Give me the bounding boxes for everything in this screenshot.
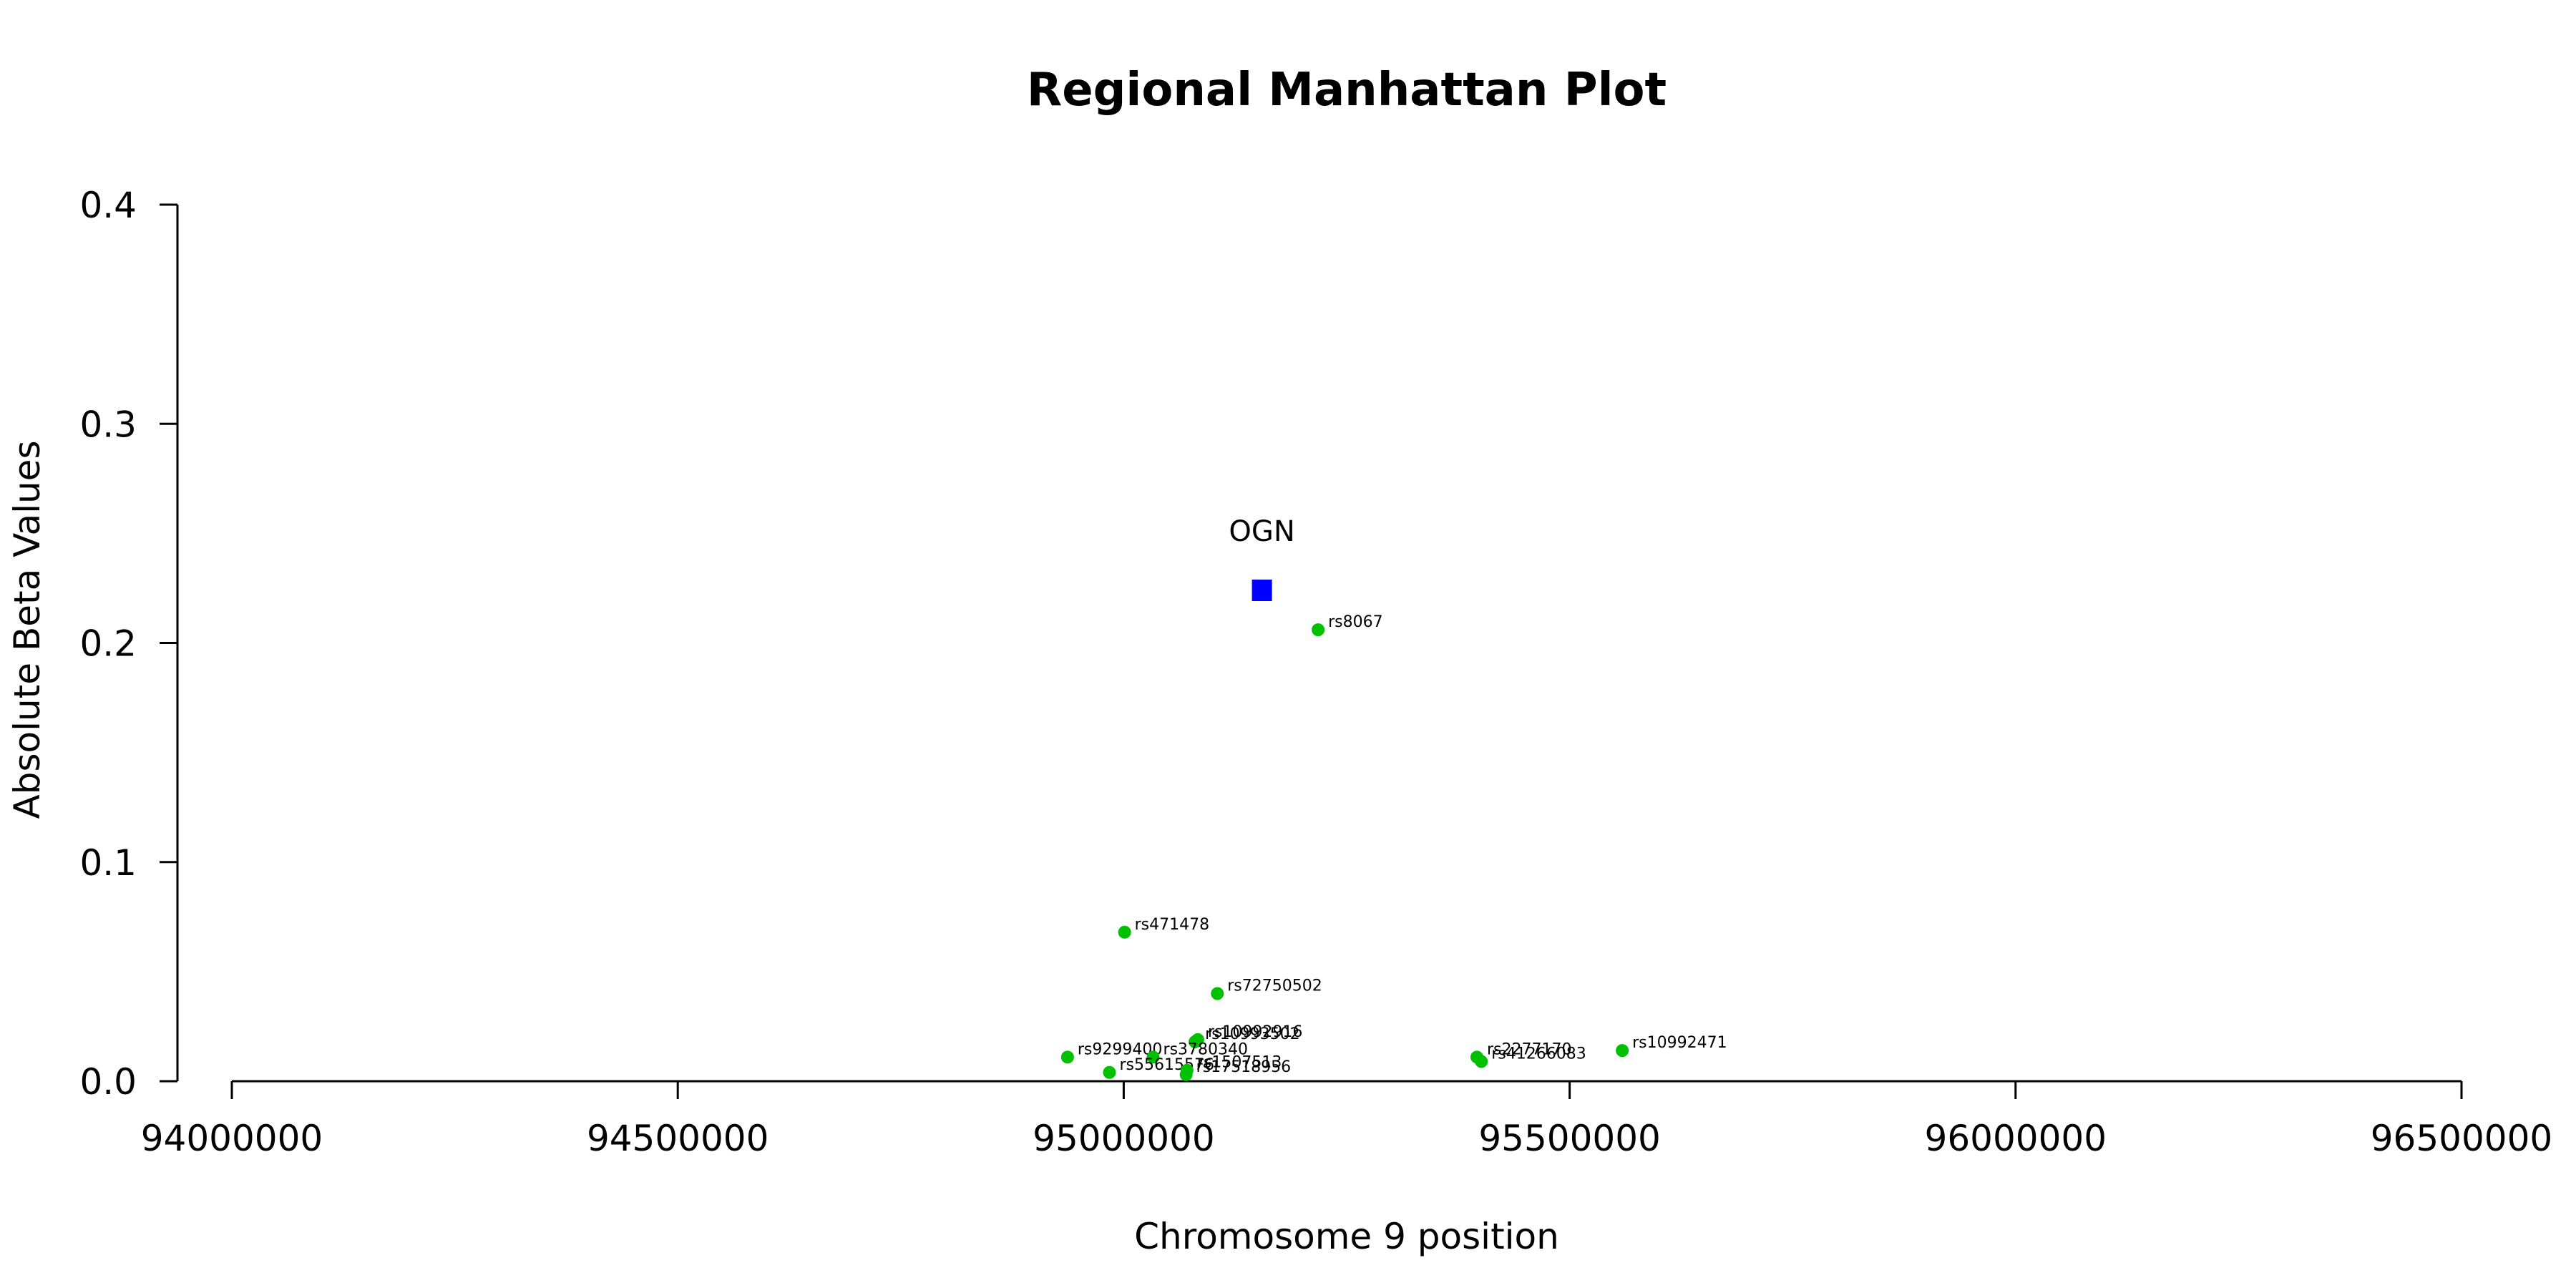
snp-label: rs10992916 bbox=[1208, 1023, 1302, 1041]
axes: 94000000 94500000 95000000 95500000 96000000… bbox=[79, 185, 2552, 1159]
x-tick-label: 95500000 bbox=[1478, 1118, 1661, 1159]
snp-label: rs41266083 bbox=[1491, 1045, 1586, 1063]
data-marks: rs8067rs471478rs72750502rs10992916rs1099… bbox=[1060, 515, 1727, 1081]
snp-label: rs55615576 bbox=[1119, 1056, 1214, 1074]
y-tick-label: 0.2 bbox=[79, 623, 137, 665]
x-tick-label: 96000000 bbox=[1925, 1118, 2107, 1159]
y-tick-label: 0.1 bbox=[79, 842, 137, 884]
snp-label: rs72750502 bbox=[1227, 977, 1322, 995]
snp-point bbox=[1616, 1044, 1629, 1058]
snp-point bbox=[1060, 1050, 1074, 1064]
snp-point bbox=[1211, 987, 1224, 1000]
x-tick-label: 95000000 bbox=[1033, 1118, 1215, 1159]
gene-marker bbox=[1252, 580, 1272, 601]
snp-point bbox=[1103, 1065, 1116, 1079]
y-axis-label: Absolute Beta Values bbox=[6, 441, 48, 819]
gene-label: OGN bbox=[1229, 515, 1294, 548]
x-tick-label: 94500000 bbox=[587, 1118, 769, 1159]
snp-point bbox=[1179, 1068, 1193, 1081]
chart-title: Regional Manhattan Plot bbox=[1027, 64, 1667, 117]
snp-label: rs17518956 bbox=[1196, 1058, 1291, 1076]
snp-label: rs10993502 bbox=[1205, 1025, 1299, 1043]
snp-point bbox=[1146, 1050, 1160, 1064]
snp-label: rs8067 bbox=[1328, 613, 1383, 631]
snp-label: rs3780340 bbox=[1163, 1040, 1249, 1058]
y-tick-label: 0.4 bbox=[79, 185, 137, 226]
y-tick-label: 0.0 bbox=[79, 1061, 137, 1103]
snp-label: rs2277170 bbox=[1487, 1040, 1572, 1058]
snp-label: rs1507513 bbox=[1197, 1054, 1282, 1072]
snp-point bbox=[1118, 925, 1131, 939]
snp-point bbox=[1312, 623, 1325, 637]
snp-label: rs10992471 bbox=[1632, 1034, 1727, 1052]
x-tick-label: 94000000 bbox=[141, 1118, 323, 1159]
snp-label: rs471478 bbox=[1135, 916, 1210, 934]
x-axis-label: Chromosome 9 position bbox=[1134, 1216, 1559, 1257]
snp-point bbox=[1189, 1035, 1202, 1048]
y-tick-label: 0.3 bbox=[79, 404, 137, 445]
x-tick-label: 96500000 bbox=[2371, 1118, 2553, 1159]
snp-point bbox=[1475, 1055, 1488, 1068]
